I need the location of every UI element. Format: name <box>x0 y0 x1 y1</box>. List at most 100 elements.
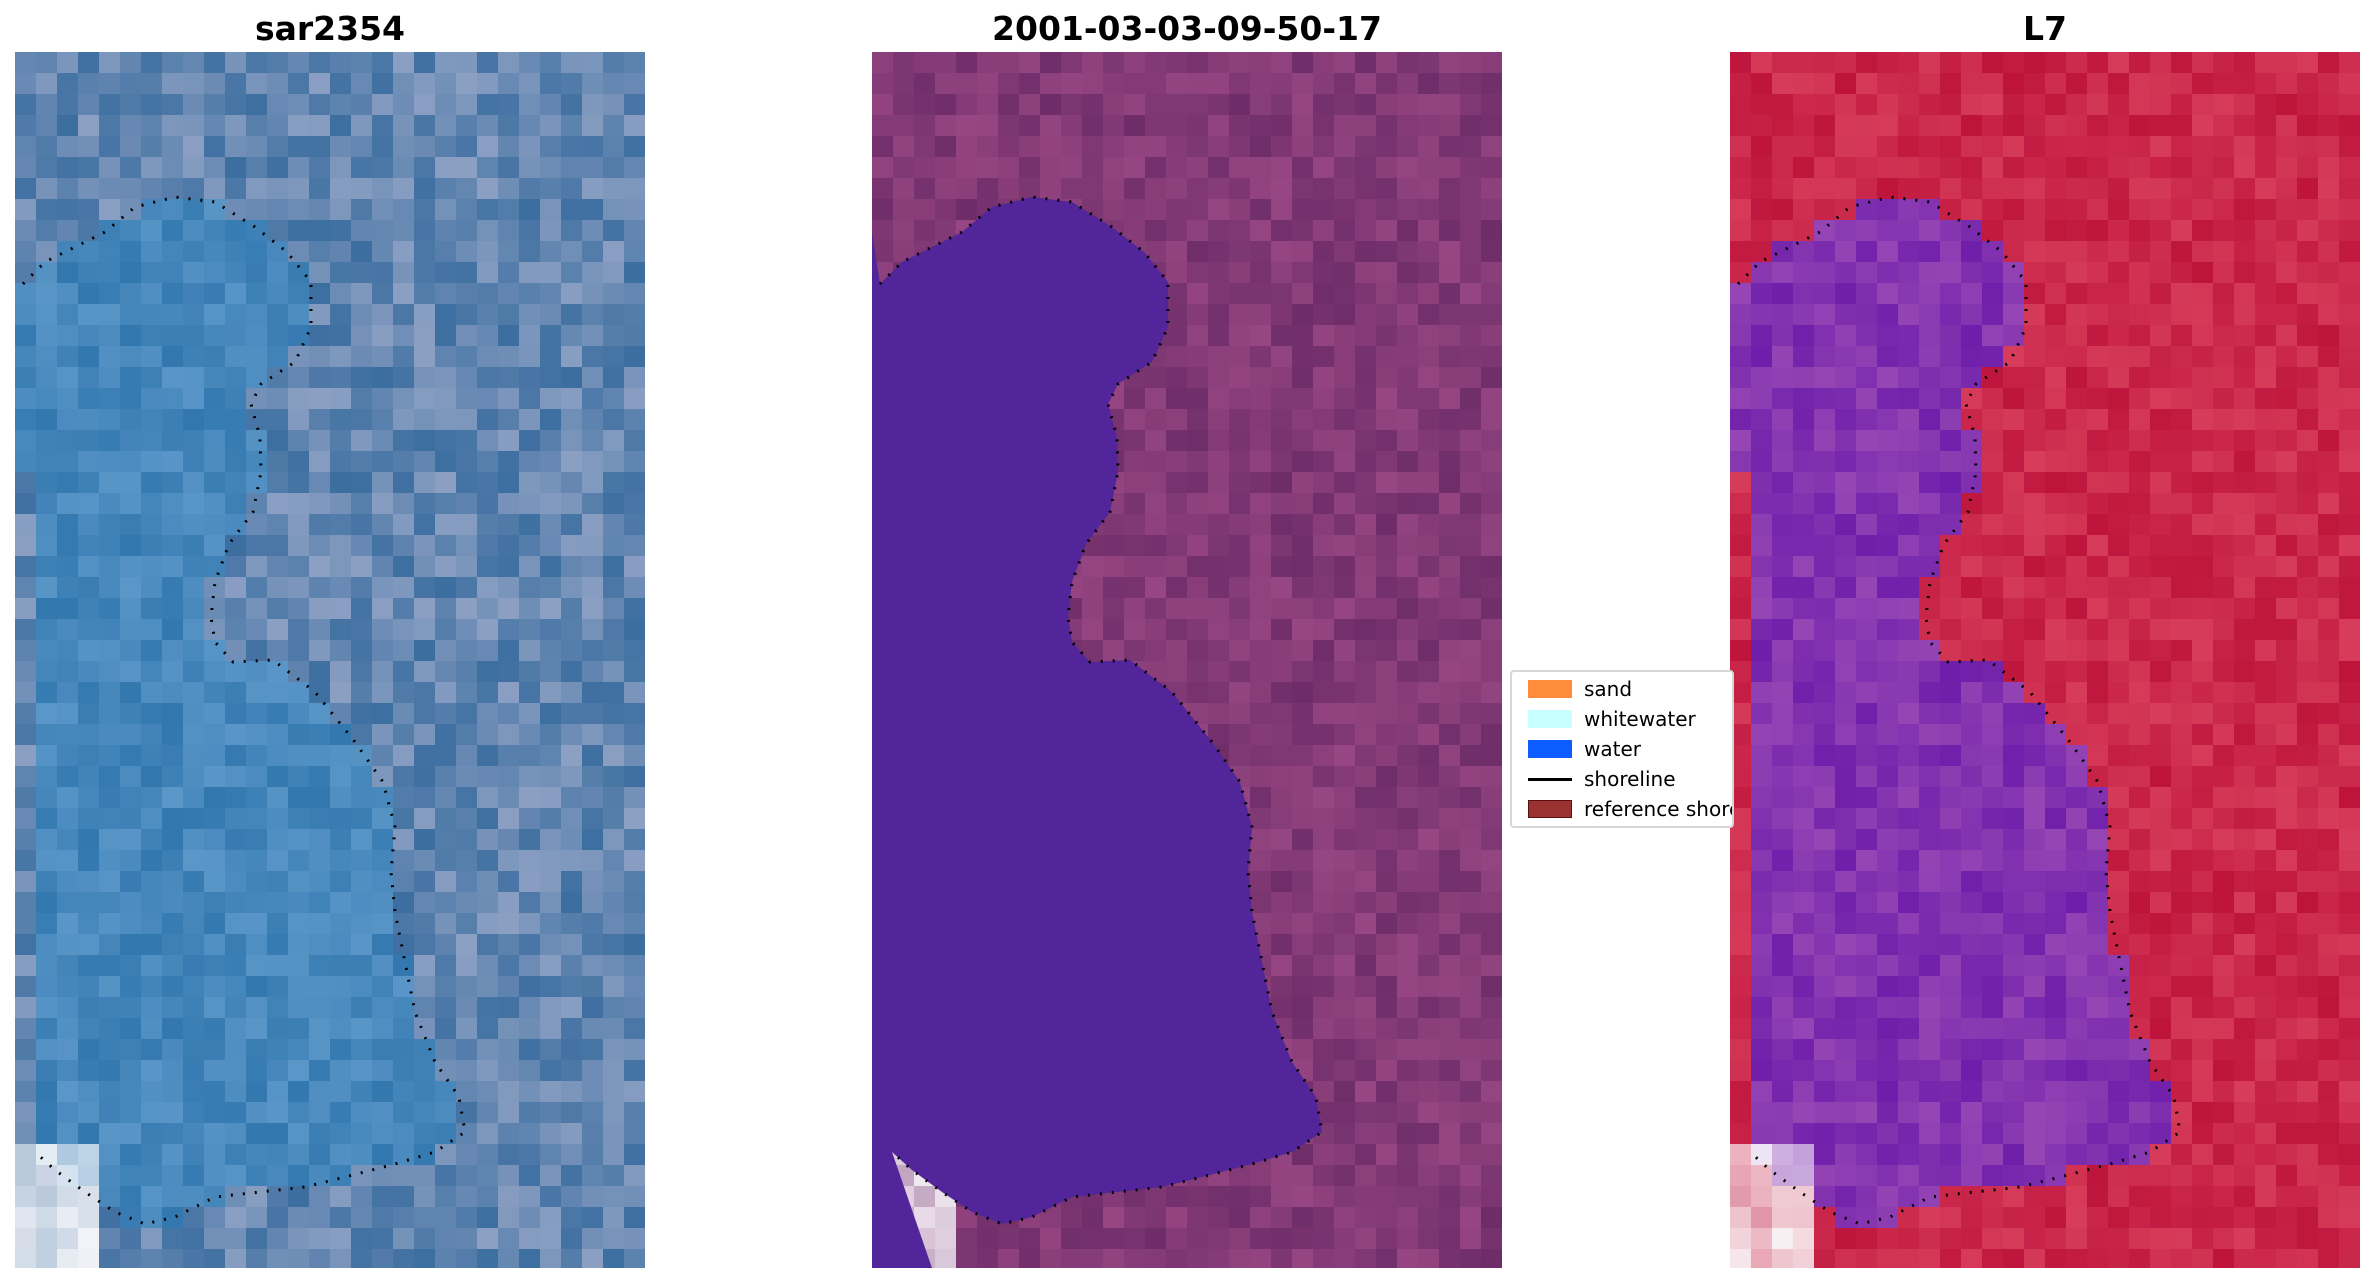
image-pixel <box>309 598 331 620</box>
image-pixel <box>330 1207 352 1229</box>
image-pixel <box>351 682 373 704</box>
image-pixel <box>1877 766 1899 788</box>
image-pixel <box>1124 430 1146 452</box>
image-pixel <box>1856 1186 1878 1208</box>
image-pixel <box>603 1165 625 1187</box>
image-pixel <box>977 52 999 74</box>
image-pixel <box>2003 1060 2025 1082</box>
image-pixel <box>1271 262 1293 284</box>
image-pixel <box>1460 409 1482 431</box>
image-pixel <box>1313 745 1335 767</box>
image-pixel <box>78 409 100 431</box>
image-pixel <box>603 598 625 620</box>
image-pixel <box>162 1102 184 1124</box>
image-pixel <box>372 262 394 284</box>
image-pixel <box>561 1228 583 1250</box>
image-pixel <box>1814 514 1836 536</box>
image-pixel <box>57 598 79 620</box>
image-pixel <box>561 115 583 137</box>
image-pixel <box>2213 829 2235 851</box>
image-pixel <box>1460 829 1482 851</box>
image-pixel <box>540 472 562 494</box>
image-pixel <box>288 955 310 977</box>
image-pixel <box>1856 1039 1878 1061</box>
image-pixel <box>2171 955 2193 977</box>
image-pixel <box>2003 52 2025 74</box>
image-pixel <box>1835 1165 1857 1187</box>
image-pixel <box>1814 640 1836 662</box>
image-pixel <box>2150 346 2172 368</box>
image-pixel <box>1208 724 1230 746</box>
image-pixel <box>435 535 457 557</box>
image-pixel <box>872 94 894 116</box>
image-pixel <box>267 178 289 200</box>
image-pixel <box>225 409 247 431</box>
image-pixel <box>1187 535 1209 557</box>
image-pixel <box>267 850 289 872</box>
image-pixel <box>204 514 226 536</box>
image-pixel <box>99 136 121 158</box>
image-pixel <box>1898 703 1920 725</box>
image-pixel <box>99 1207 121 1229</box>
image-pixel <box>1166 661 1188 683</box>
image-pixel <box>120 535 142 557</box>
image-pixel <box>372 976 394 998</box>
image-pixel <box>57 1018 79 1040</box>
image-pixel <box>99 241 121 263</box>
image-pixel <box>2150 829 2172 851</box>
image-pixel <box>99 808 121 830</box>
image-pixel <box>99 1039 121 1061</box>
image-pixel <box>2108 577 2130 599</box>
image-pixel <box>1145 472 1167 494</box>
image-pixel <box>1460 661 1482 683</box>
image-pixel <box>1772 661 1794 683</box>
image-pixel <box>2213 283 2235 305</box>
image-pixel <box>1460 199 1482 221</box>
image-pixel <box>1919 724 1941 746</box>
image-pixel <box>456 577 478 599</box>
image-pixel <box>1940 913 1962 935</box>
image-pixel <box>1145 577 1167 599</box>
image-pixel <box>2234 808 2256 830</box>
image-pixel <box>267 241 289 263</box>
image-pixel <box>2024 682 2046 704</box>
image-pixel <box>2066 997 2088 1019</box>
image-pixel <box>372 73 394 95</box>
image-pixel <box>78 388 100 410</box>
image-pixel <box>1166 451 1188 473</box>
image-pixel <box>435 997 457 1019</box>
image-pixel <box>2045 1123 2067 1145</box>
image-pixel <box>893 220 915 242</box>
image-pixel <box>1856 787 1878 809</box>
image-pixel <box>2171 1144 2193 1166</box>
image-pixel <box>2150 913 2172 935</box>
image-pixel <box>498 640 520 662</box>
image-pixel <box>1292 997 1314 1019</box>
image-pixel <box>2108 346 2130 368</box>
image-pixel <box>1793 724 1815 746</box>
image-pixel <box>1250 283 1272 305</box>
image-pixel <box>1439 1186 1461 1208</box>
image-pixel <box>330 703 352 725</box>
image-pixel <box>2045 346 2067 368</box>
image-pixel <box>2150 199 2172 221</box>
image-pixel <box>1877 325 1899 347</box>
image-pixel <box>2234 241 2256 263</box>
image-pixel <box>78 724 100 746</box>
image-pixel <box>1481 1228 1502 1250</box>
image-pixel <box>2213 724 2235 746</box>
image-pixel <box>582 850 604 872</box>
image-pixel <box>519 199 541 221</box>
image-pixel <box>2213 115 2235 137</box>
image-pixel <box>1940 1018 1962 1040</box>
image-pixel <box>1397 220 1419 242</box>
image-pixel <box>330 409 352 431</box>
image-pixel <box>393 661 415 683</box>
image-pixel <box>267 325 289 347</box>
image-pixel <box>1772 283 1794 305</box>
image-pixel <box>1313 661 1335 683</box>
image-pixel <box>1856 178 1878 200</box>
image-pixel <box>1919 892 1941 914</box>
image-pixel <box>1856 913 1878 935</box>
image-pixel <box>519 934 541 956</box>
